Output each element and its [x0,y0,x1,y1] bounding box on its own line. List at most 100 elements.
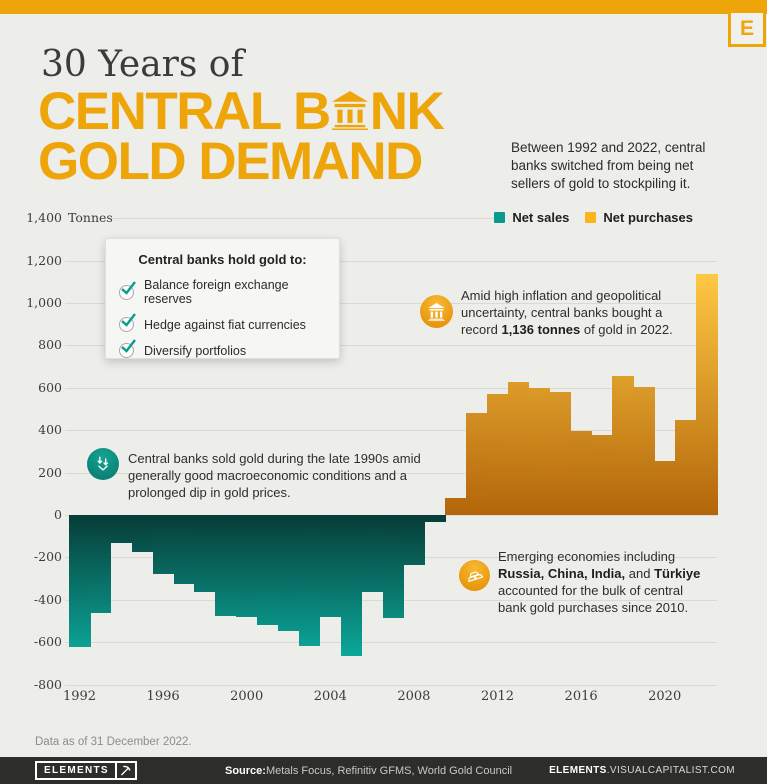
net-purchases-label: Net purchases [603,210,693,225]
card-item-label: Balance foreign exchange reserves [144,278,289,306]
annotation-1990s-sales: Central banks sold gold during the late … [128,451,421,501]
chart-bar [675,419,697,515]
card-item: Diversify portfolios [119,339,339,358]
chart-bar [466,413,488,515]
x-axis-tick-label: 2016 [564,689,598,704]
y-axis-tick-label: 800 [38,337,62,353]
gold-bars-icon [459,560,490,591]
chart-bar [403,515,425,565]
footer-bar: ELEMENTS Source: Metals Focus, Refinitiv… [0,757,767,784]
chart-bar [424,515,446,523]
page-title-line1-post: NK [369,82,445,141]
chart-bar [257,515,279,626]
page-title: CENTRAL B NK GOLD DEMAND [38,85,445,188]
bank-circle-icon [420,295,453,328]
checkmark-icon [119,280,136,300]
y-axis-unit-label: Tonnes [68,210,113,225]
chart-bar [152,515,175,575]
elements-logo-text: ELEMENTS [44,765,109,776]
chart-gridline [65,642,717,644]
source-credit: Source: Metals Focus, Refinitiv GFMS, Wo… [225,757,512,784]
chart-bar [69,515,91,647]
page-title-eyebrow: 30 Years of [41,44,244,85]
chart-bar [278,515,300,631]
declining-gold-icon [87,448,119,480]
y-axis-tick-label: 400 [38,422,62,438]
x-axis-tick-label: 2008 [397,689,431,704]
x-axis-tick-label: 1992 [62,689,97,704]
elements-badge-letter: E [739,17,754,40]
data-as-of-note: Data as of 31 December 2022. [35,736,192,748]
annotation-bold: 1,136 tonnes [501,322,581,338]
top-accent-bar [0,0,767,14]
chart-bar [696,274,718,515]
checkmark-icon [119,339,136,358]
annotation-record-2022: Amid high inflation and geopolitical unc… [461,287,701,338]
chart-bar [298,515,321,647]
net-sales-label: Net sales [512,210,570,225]
site-link[interactable]: ELEMENTS .VISUALCAPITALIST.COM [549,765,735,776]
page-title-line2: GOLD DEMAND [38,132,423,191]
chart-bar [591,434,614,515]
annotation-text: and [625,566,655,582]
chart-bar [194,515,216,592]
chart-bar [131,515,154,552]
page-title-line1-pre: CENTRAL B [38,82,331,141]
y-axis-tick-label: -200 [33,549,62,565]
legend-item-net-purchases: Net purchases [585,210,693,225]
y-axis-tick-label: 1,400 [26,210,62,226]
y-axis-tick-label: 1,000 [26,295,62,310]
source-text: Metals Focus, Refinitiv GFMS, World Gold… [265,764,513,777]
pickaxe-icon [114,763,135,778]
x-axis-tick-label: 2020 [648,689,682,704]
source-label: Source: [225,764,266,777]
chart-bar [110,515,133,543]
y-axis-tick-label: 600 [38,379,62,395]
chart-bar [528,387,551,515]
chart-gridline [112,218,503,220]
chart-bar [612,375,634,515]
chart-bar [487,394,509,515]
chart-bar [173,515,196,585]
card-item: Balance foreign exchange reserves [119,278,339,306]
chart-legend: Net sales Net purchases [494,210,693,225]
y-axis-tick-label: 1,200 [26,252,62,268]
annotation-emerging-economies: Emerging economies including Russia, Chi… [498,548,713,617]
chart-bar [654,460,676,515]
chart-bar [236,515,258,617]
y-axis-tick-label: -400 [33,591,62,607]
chart-gridline [65,260,717,262]
chart-gridline [65,472,717,474]
y-axis-tick-label: 200 [38,464,62,480]
gold-reasons-card: Central banks hold gold to: Balance fore… [105,238,340,359]
chart-gridline [65,387,717,389]
x-axis-tick-label: 2012 [480,689,515,704]
annotation-text: of gold in 2022. [580,322,673,338]
x-axis-tick-label: 1996 [146,689,180,704]
elements-badge: E [728,10,766,47]
net-sales-swatch [494,212,506,223]
intro-paragraph: Between 1992 and 2022, central banks swi… [511,140,706,191]
chart-bar [445,498,467,515]
y-axis-tick-label: -800 [33,676,62,692]
card-item-label: Hedge against fiat currencies [144,317,306,332]
chart-bar [507,381,530,515]
chart-bar [549,392,572,515]
chart-bar [633,386,655,515]
bank-building-icon [331,88,368,131]
annotation-bold: Türkiye [654,566,701,582]
chart-bar [361,515,384,593]
elements-logo: ELEMENTS [35,761,137,780]
legend-item-net-sales: Net sales [494,210,569,225]
x-axis-tick-label: 2004 [313,689,347,704]
chart-bar [340,515,363,656]
annotation-text: Amid high inflation and geopolitical unc… [461,288,663,338]
chart-bar [382,515,405,618]
chart-bar [570,431,593,515]
annotation-text: accounted for the bulk of central bank g… [498,583,689,616]
y-axis-tick-label: -600 [33,634,62,650]
card-item: Hedge against fiat currencies [119,313,339,332]
chart-gridline [65,684,717,686]
